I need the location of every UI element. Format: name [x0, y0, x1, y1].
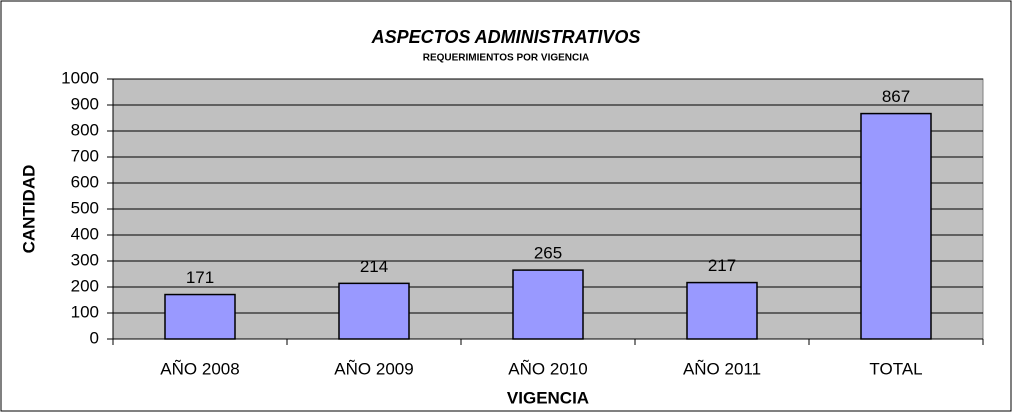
y-tick-label: 600: [71, 172, 99, 191]
x-axis-label: VIGENCIA: [507, 388, 589, 407]
y-tick-label: 1000: [61, 68, 99, 87]
x-tick-label: TOTAL: [869, 359, 922, 378]
bar: [338, 282, 410, 340]
chart-title: ASPECTOS ADMINISTRATIVOS: [371, 27, 641, 47]
y-tick-label: 700: [71, 146, 99, 165]
bar: [164, 293, 236, 340]
data-label: 171: [186, 268, 214, 287]
y-axis-label: CANTIDAD: [19, 165, 38, 254]
y-tick-label: 100: [71, 302, 99, 321]
y-tick-label: 400: [71, 224, 99, 243]
data-label: 214: [360, 257, 388, 276]
data-label: 867: [882, 87, 910, 106]
bar: [686, 281, 758, 340]
data-label: 217: [708, 256, 736, 275]
x-tick-label: AÑO 2011: [683, 359, 761, 378]
bar: [860, 112, 932, 340]
chart-subtitle: REQUERIMIENTOS POR VIGENCIA: [423, 53, 590, 64]
bar: [512, 269, 584, 340]
y-tick-label: 900: [71, 94, 99, 113]
data-label: 265: [534, 244, 562, 263]
y-tick-label: 300: [71, 250, 99, 269]
y-tick-label: 800: [71, 120, 99, 139]
x-tick-label: AÑO 2009: [334, 359, 413, 378]
y-tick-label: 0: [90, 328, 99, 347]
x-tick-label: AÑO 2010: [508, 359, 587, 378]
x-tick-label: AÑO 2008: [160, 359, 239, 378]
y-tick-label: 500: [71, 198, 99, 217]
y-tick-label: 200: [71, 276, 99, 295]
